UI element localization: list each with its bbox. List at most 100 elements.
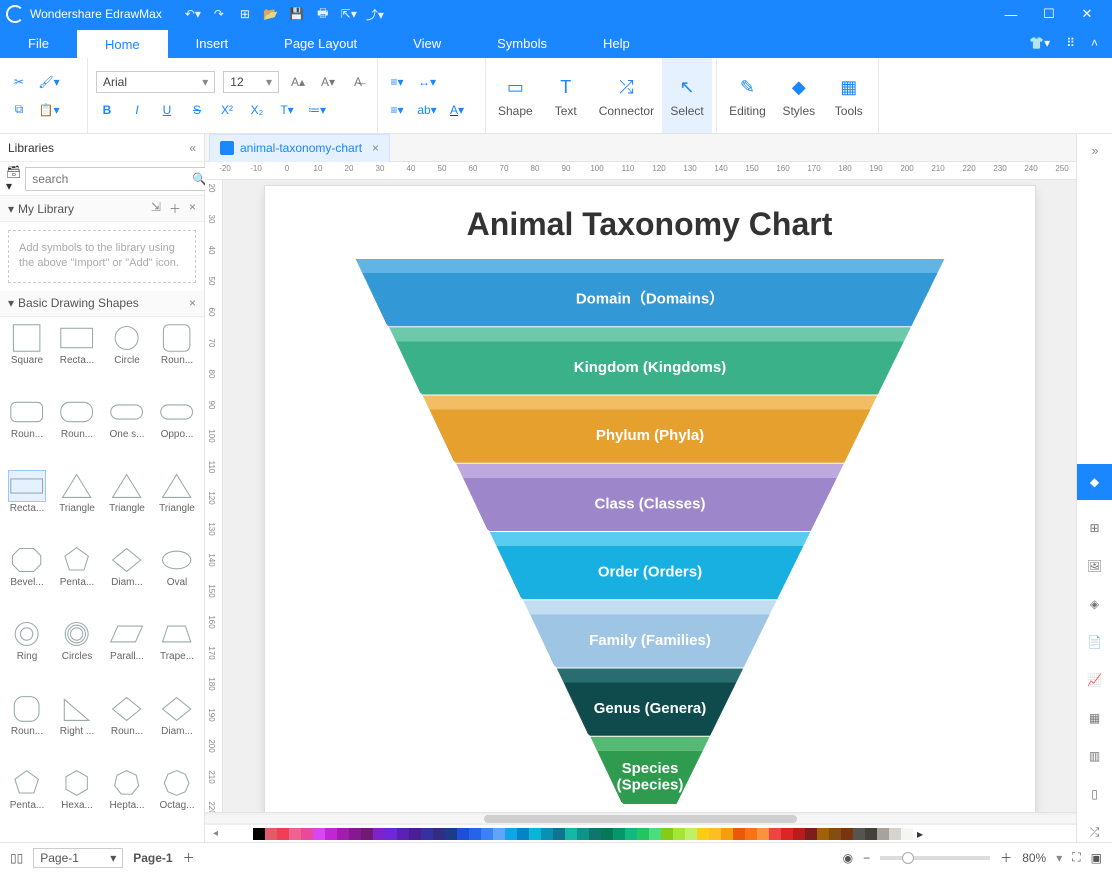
open-button[interactable]: 📂 <box>258 7 284 21</box>
import-lib-button[interactable]: ⇲ <box>151 200 161 217</box>
new-button[interactable]: ⊞ <box>232 7 258 21</box>
italic-button[interactable]: I <box>126 99 148 121</box>
color-swatch[interactable] <box>397 828 409 840</box>
tshirt-icon[interactable]: 👕▾ <box>1029 36 1050 50</box>
color-swatch[interactable] <box>673 828 685 840</box>
shape-item[interactable]: Roun... <box>152 321 202 393</box>
redo-button[interactable]: ↷ <box>206 7 232 21</box>
barcode-panel-button[interactable]: ▥ <box>1085 746 1105 766</box>
shape-item[interactable]: Ring <box>2 617 52 689</box>
zoom-in-button[interactable]: ＋ <box>1000 849 1012 866</box>
color-swatch[interactable] <box>829 828 841 840</box>
color-swatch[interactable] <box>445 828 457 840</box>
shape-item[interactable]: Triangle <box>102 469 152 541</box>
color-swatch[interactable] <box>613 828 625 840</box>
color-swatch[interactable] <box>745 828 757 840</box>
color-swatch[interactable] <box>277 828 289 840</box>
color-swatch[interactable] <box>721 828 733 840</box>
color-swatch[interactable] <box>769 828 781 840</box>
presentation-button[interactable]: ◉ <box>843 851 853 865</box>
color-swatch[interactable] <box>469 828 481 840</box>
share-button[interactable]: ⤴▾ <box>362 6 388 23</box>
maximize-button[interactable]: ☐ <box>1030 0 1068 28</box>
chart-panel-button[interactable]: 📈 <box>1085 670 1105 690</box>
color-swatch[interactable] <box>733 828 745 840</box>
canvas-stage[interactable]: Animal Taxonomy Chart Domain（Domains）Kin… <box>223 180 1076 812</box>
color-swatch[interactable] <box>649 828 661 840</box>
line-spacing-button[interactable]: ≡▾ <box>386 71 408 93</box>
color-swatch[interactable] <box>565 828 577 840</box>
shape-item[interactable]: Hepta... <box>102 766 152 838</box>
shape-item[interactable]: Circle <box>102 321 152 393</box>
funnel-chart[interactable]: Domain（Domains）Kingdom (Kingdoms)Phylum … <box>330 259 970 812</box>
color-swatch[interactable] <box>709 828 721 840</box>
color-swatch[interactable] <box>817 828 829 840</box>
menu-tab-page-layout[interactable]: Page Layout <box>256 28 385 58</box>
color-swatch[interactable] <box>349 828 361 840</box>
collapse-libraries-button[interactable]: « <box>189 141 196 155</box>
shape-item[interactable]: Trape... <box>152 617 202 689</box>
document-tab[interactable]: animal-taxonomy-chart × <box>209 134 390 162</box>
color-swatch[interactable] <box>433 828 445 840</box>
color-swatch[interactable] <box>517 828 529 840</box>
print-button[interactable]: 🖶 <box>310 4 336 25</box>
font-color-button[interactable]: A▾ <box>446 99 468 121</box>
shape-item[interactable]: Octag... <box>152 766 202 838</box>
color-swatch[interactable] <box>637 828 649 840</box>
copy-button[interactable]: ⧉ <box>8 99 30 121</box>
shape-item[interactable]: Oval <box>152 543 202 615</box>
shape-item[interactable]: Bevel... <box>2 543 52 615</box>
font-family-select[interactable]: Arial▾ <box>96 71 215 93</box>
export-button[interactable]: ⇱▾ <box>336 7 362 21</box>
color-swatch[interactable] <box>805 828 817 840</box>
font-size-select[interactable]: 12▾ <box>223 71 279 93</box>
menu-tab-symbols[interactable]: Symbols <box>469 28 575 58</box>
close-shapes-button[interactable]: × <box>189 296 196 310</box>
color-swatch[interactable] <box>865 828 877 840</box>
table-panel-button[interactable]: ▦ <box>1085 708 1105 728</box>
decrease-font-button[interactable]: A▾ <box>317 71 339 93</box>
superscript-button[interactable]: X² <box>216 99 238 121</box>
bold-button[interactable]: B <box>96 99 118 121</box>
menu-tab-home[interactable]: Home <box>77 30 168 58</box>
shape-item[interactable]: Diam... <box>102 543 152 615</box>
shape-tool-button[interactable]: ▭Shape <box>490 58 541 133</box>
color-swatch[interactable] <box>553 828 565 840</box>
menu-tab-file[interactable]: File <box>0 28 77 58</box>
paste-button[interactable]: 📋▾ <box>38 99 60 121</box>
color-swatch[interactable] <box>337 828 349 840</box>
strike-button[interactable]: S <box>186 99 208 121</box>
close-lib-button[interactable]: × <box>189 200 196 217</box>
clear-format-button[interactable]: A̶ <box>347 71 369 93</box>
shape-item[interactable]: Roun... <box>52 395 102 467</box>
color-swatch[interactable] <box>529 828 541 840</box>
close-button[interactable]: ✕ <box>1068 0 1106 28</box>
page-select[interactable]: Page-1▾ <box>33 848 123 868</box>
shape-item[interactable]: Oppo... <box>152 395 202 467</box>
minimize-button[interactable]: — <box>992 0 1030 28</box>
shape-item[interactable]: Roun... <box>2 395 52 467</box>
color-palette[interactable]: ◂ ▸ <box>205 824 1076 842</box>
select-tool-button[interactable]: ↖Select <box>662 58 712 133</box>
color-swatch[interactable] <box>505 828 517 840</box>
color-swatch[interactable] <box>481 828 493 840</box>
abc-button[interactable]: ab▾ <box>416 99 438 121</box>
image-panel-button[interactable]: 🖼 <box>1085 556 1105 576</box>
color-swatch[interactable] <box>253 828 265 840</box>
shape-item[interactable]: Circles <box>52 617 102 689</box>
align-button[interactable]: ≡▾ <box>386 99 408 121</box>
shape-item[interactable]: Triangle <box>52 469 102 541</box>
library-search-input[interactable] <box>25 167 210 191</box>
color-swatch[interactable] <box>409 828 421 840</box>
palette-prev-button[interactable]: ◂ <box>213 828 241 839</box>
menu-tab-help[interactable]: Help <box>575 28 658 58</box>
shape-item[interactable]: Hexa... <box>52 766 102 838</box>
color-swatch[interactable] <box>361 828 373 840</box>
color-swatch[interactable] <box>265 828 277 840</box>
editing-button[interactable]: ✎Editing <box>721 58 774 133</box>
shape-item[interactable]: Penta... <box>2 766 52 838</box>
shape-item[interactable]: Diam... <box>152 692 202 764</box>
close-tab-button[interactable]: × <box>372 141 379 155</box>
color-swatch[interactable] <box>685 828 697 840</box>
color-swatch[interactable] <box>781 828 793 840</box>
